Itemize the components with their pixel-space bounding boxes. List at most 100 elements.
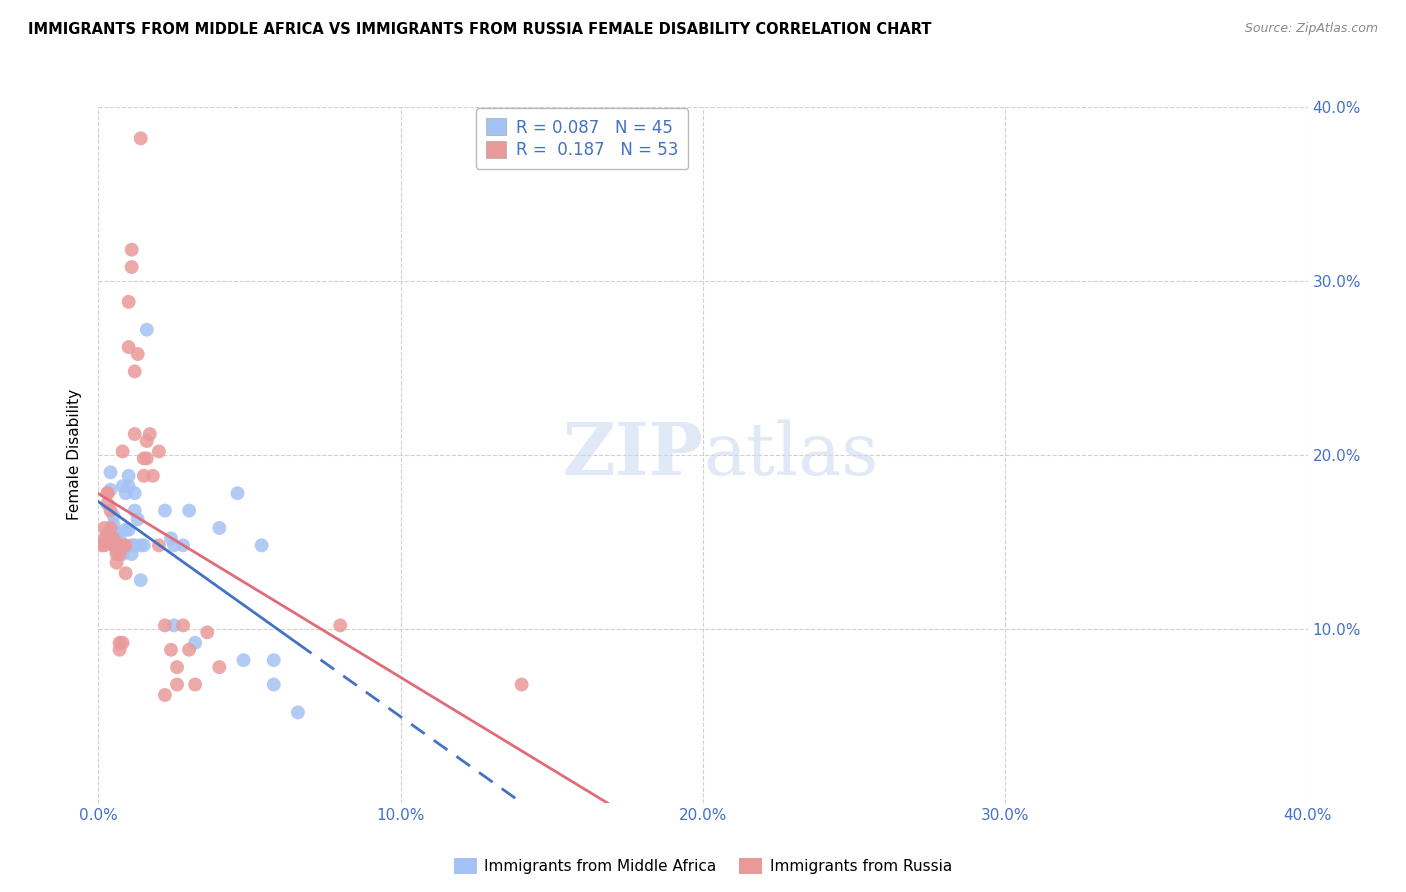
Point (108, 636, 131, 650)
Point (100, 503, 122, 517)
Point (263, 653, 285, 667)
Point (153, 503, 176, 517)
Point (226, 486, 249, 500)
Point (96, 486, 118, 500)
Point (148, 444, 170, 458)
Point (103, 538, 125, 552)
Point (118, 523, 141, 537)
Point (105, 534, 128, 549)
Point (90, 538, 112, 552)
Point (103, 532, 125, 546)
Point (93, 534, 115, 549)
Point (142, 468, 165, 483)
Point (100, 466, 122, 480)
Point (129, 131, 152, 145)
Point (93, 532, 115, 546)
Point (132, 451, 155, 466)
Point (105, 547, 128, 561)
Point (96, 526, 118, 541)
Point (287, 706, 309, 720)
Point (105, 543, 128, 558)
Point (100, 532, 122, 546)
Text: IMMIGRANTS FROM MIDDLE AFRICA VS IMMIGRANTS FROM RUSSIA FEMALE DISABILITY CORREL: IMMIGRANTS FROM MIDDLE AFRICA VS IMMIGRA… (28, 22, 932, 37)
Point (124, 486, 146, 500)
Text: atlas: atlas (703, 419, 879, 491)
Point (121, 260, 143, 274)
Point (132, 538, 155, 552)
Point (510, 677, 533, 691)
Point (139, 427, 162, 442)
Point (105, 538, 128, 552)
Point (103, 508, 125, 523)
Point (111, 538, 134, 552)
Point (232, 653, 254, 667)
Text: ZIP: ZIP (562, 419, 703, 491)
Point (160, 532, 183, 546)
Point (114, 523, 136, 537)
Point (163, 618, 186, 632)
Point (111, 538, 134, 552)
Point (148, 538, 170, 552)
Point (93, 521, 115, 535)
Point (329, 618, 352, 632)
Point (105, 538, 128, 552)
Point (163, 538, 186, 552)
Point (118, 468, 141, 483)
Point (127, 512, 149, 526)
Point (160, 642, 183, 657)
Legend: Immigrants from Middle Africa, Immigrants from Russia: Immigrants from Middle Africa, Immigrant… (449, 854, 957, 879)
Point (100, 521, 122, 535)
Point (129, 538, 152, 552)
Point (129, 573, 152, 587)
Point (118, 294, 141, 309)
Point (114, 486, 136, 500)
Point (124, 538, 146, 552)
Point (135, 451, 157, 466)
Point (127, 347, 149, 361)
Point (184, 677, 207, 691)
Point (111, 444, 134, 458)
Point (118, 340, 141, 354)
Point (166, 677, 188, 691)
Point (132, 468, 155, 483)
Point (195, 625, 218, 640)
Point (179, 642, 201, 657)
Point (250, 538, 273, 552)
Point (179, 503, 201, 517)
Point (108, 547, 131, 561)
Point (108, 538, 131, 552)
Point (93, 538, 115, 552)
Point (166, 660, 188, 674)
Point (263, 677, 285, 691)
Point (108, 538, 131, 552)
Point (111, 547, 134, 561)
Point (114, 538, 136, 552)
Point (121, 243, 143, 257)
Point (184, 636, 207, 650)
Point (108, 543, 131, 558)
Point (105, 556, 128, 570)
Point (121, 538, 143, 552)
Point (208, 521, 231, 535)
Point (103, 517, 125, 532)
Point (172, 538, 194, 552)
Point (100, 483, 122, 497)
Point (105, 526, 128, 541)
Point (114, 566, 136, 581)
Point (111, 479, 134, 493)
Point (208, 660, 231, 674)
Point (108, 532, 131, 546)
Y-axis label: Female Disability: Female Disability (67, 389, 83, 521)
Point (105, 538, 128, 552)
Point (124, 427, 146, 442)
Point (153, 618, 176, 632)
Point (153, 688, 176, 702)
Point (108, 642, 131, 657)
Point (121, 547, 143, 561)
Point (172, 618, 194, 632)
Text: Source: ZipAtlas.com: Source: ZipAtlas.com (1244, 22, 1378, 36)
Point (124, 364, 146, 378)
Point (96, 497, 118, 511)
Point (111, 636, 134, 650)
Point (124, 503, 146, 517)
